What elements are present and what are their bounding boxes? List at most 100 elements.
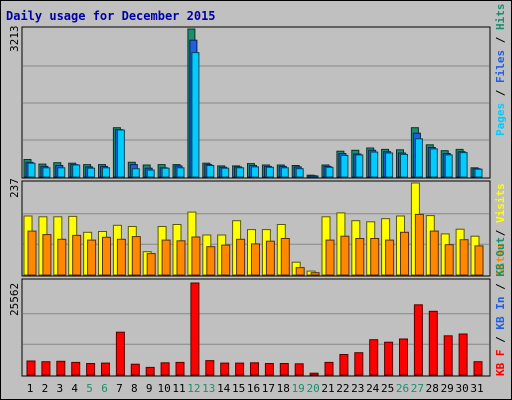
bar-sites-day-11: [176, 240, 186, 276]
bar-pages-day-28: [429, 148, 438, 178]
legend-separator: /: [494, 277, 507, 297]
bar-kb-f-day-23: [354, 352, 364, 376]
bar-sites-day-25: [385, 239, 395, 276]
svg-text:KB F / KB In / KB Out: KB F / KB In / KB Out: [494, 237, 507, 376]
panel3-ymax-label: 25562: [8, 283, 21, 316]
x-tick-label-day-19: 19: [292, 382, 305, 395]
bar-kb-f-day-15: [235, 362, 245, 376]
bar-pages-day-20: [310, 175, 319, 178]
bar-pages-day-4: [72, 164, 81, 178]
bar-kb-f-day-16: [250, 362, 259, 376]
panel1-legend: Pages / Files / Hits: [494, 4, 507, 137]
bar-sites-day-19: [295, 267, 305, 276]
legend-kb-f: KB F: [494, 350, 507, 377]
legend-sites: Sites: [494, 243, 507, 276]
x-tick-label-day-10: 10: [157, 382, 170, 395]
x-tick-label-day-29: 29: [441, 382, 454, 395]
bar-pages-day-29: [444, 154, 453, 178]
bar-kb-f-day-17: [264, 363, 274, 376]
x-tick-label-day-26: 26: [396, 382, 409, 395]
svg-text:Sites / Visits: Sites / Visits: [494, 183, 507, 276]
bar-kb-f-day-24: [369, 339, 379, 376]
bar-sites-day-13: [206, 246, 216, 276]
bar-kb-f-day-21: [324, 361, 334, 376]
legend-hits: Hits: [494, 4, 507, 31]
bar-sites-day-14: [221, 244, 231, 276]
bar-kb-f-day-4: [71, 361, 81, 376]
x-tick-label-day-18: 18: [277, 382, 290, 395]
x-tick-label-day-12: 12: [187, 382, 200, 395]
bar-kb-f-day-30: [458, 333, 468, 376]
bar-sites-day-31: [474, 245, 484, 276]
bar-sites-day-18: [280, 238, 290, 276]
x-tick-label-day-1: 1: [27, 382, 34, 395]
x-tick-label-day-31: 31: [470, 382, 483, 395]
legend-separator: /: [494, 83, 507, 103]
bar-pages-day-30: [459, 152, 468, 178]
bar-pages-day-19: [295, 168, 304, 178]
bar-pages-day-11: [176, 167, 185, 178]
bar-sites-day-15: [236, 238, 246, 276]
panel3-bars: [26, 282, 483, 376]
bar-kb-f-day-2: [41, 361, 51, 376]
x-axis-day-labels: 1 2 3 4 5 6 7 8 9 10 11 12 13 14 15 16 17 18 19 20 21 22 23 24 2…: [27, 382, 484, 395]
bar-pages-day-3: [57, 167, 66, 178]
panel2-ymax-label: 237: [8, 178, 21, 198]
bar-pages-day-6: [102, 167, 110, 178]
x-tick-label-day-16: 16: [247, 382, 260, 395]
x-tick-label-day-2: 2: [42, 382, 49, 395]
bar-pages-day-16: [251, 166, 259, 178]
bar-pages-day-2: [42, 167, 51, 178]
x-tick-label-day-24: 24: [366, 382, 380, 395]
x-tick-label-day-22: 22: [336, 382, 349, 395]
bar-kb-f-day-22: [339, 354, 349, 376]
legend-kb-in: KB In: [494, 297, 507, 330]
bar-sites-day-2: [42, 234, 52, 276]
legend-separator: /: [494, 30, 507, 50]
bar-kb-f-day-8: [130, 363, 140, 376]
panel1-ymax-label: 3213: [8, 26, 21, 53]
bar-pages-day-8: [131, 168, 140, 178]
bar-sites-day-5: [87, 239, 97, 276]
panel-hits-files-pages: 3213 Pages / Files / Hits: [8, 4, 507, 179]
bar-kb-f-day-29: [443, 335, 453, 376]
bar-sites-day-20: [310, 272, 320, 276]
bar-pages-day-31: [474, 168, 483, 178]
bar-sites-day-3: [57, 238, 67, 276]
bar-kb-f-day-25: [384, 341, 394, 376]
bar-sites-day-21: [325, 239, 335, 276]
bar-pages-day-9: [146, 169, 155, 178]
bar-kb-f-day-11: [175, 361, 185, 376]
svg-text:Pages / Files / Hits: Pages / Files / Hits: [494, 4, 507, 137]
legend-kb-out: KB Out: [494, 237, 507, 277]
x-tick-label-day-3: 3: [56, 382, 63, 395]
panel-kbytes: 25562 KB F / KB In / KB Out: [8, 237, 507, 377]
x-tick-label-day-15: 15: [232, 382, 245, 395]
bar-pages-day-26: [400, 153, 408, 178]
x-tick-label-day-20: 20: [306, 382, 319, 395]
x-tick-label-day-27: 27: [411, 382, 424, 395]
chart-title: Daily usage for December 2015: [6, 9, 216, 23]
panel3-plot-area: [21, 278, 491, 377]
x-tick-label-day-21: 21: [321, 382, 334, 395]
bar-pages-day-22: [340, 154, 349, 178]
bar-kb-f-day-6: [101, 362, 110, 376]
bar-sites-day-30: [459, 239, 469, 276]
bar-kb-f-day-5: [86, 363, 96, 376]
x-tick-label-day-17: 17: [262, 382, 275, 395]
legend-visits: Visits: [494, 183, 507, 223]
panel2-legend: Sites / Visits: [494, 183, 507, 276]
bar-kb-f-day-19: [294, 363, 304, 376]
legend-pages: Pages: [494, 103, 507, 136]
panel3-gridlines: [23, 313, 489, 345]
legend-separator: /: [494, 223, 507, 243]
bar-kb-f-day-12: [190, 282, 200, 376]
x-tick-label-day-30: 30: [455, 382, 468, 395]
x-tick-label-day-6: 6: [101, 382, 108, 395]
bar-kb-f-day-31: [473, 361, 483, 376]
bar-pages-day-17: [265, 166, 274, 178]
bar-kb-f-day-28: [428, 310, 438, 376]
bar-pages-day-18: [280, 167, 289, 178]
bar-pages-day-7: [116, 129, 125, 178]
